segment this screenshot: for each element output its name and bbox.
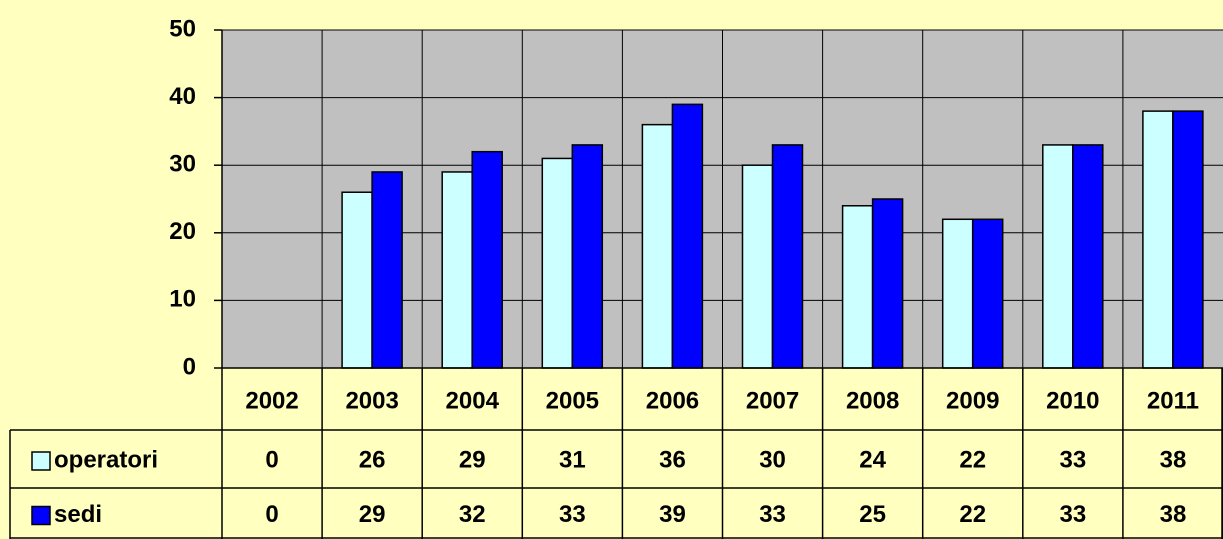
bar — [771, 144, 804, 369]
table-value: 29 — [359, 501, 386, 528]
table-value: 38 — [1160, 501, 1187, 528]
table-value: 26 — [359, 446, 386, 473]
y-tick-label: 10 — [169, 286, 196, 313]
bar — [671, 103, 704, 369]
bar — [841, 205, 874, 369]
y-tick-label: 20 — [169, 218, 196, 245]
x-tick-label: 2004 — [446, 387, 500, 414]
y-tick-label: 50 — [169, 15, 196, 42]
table-value: 0 — [265, 446, 278, 473]
bar — [971, 218, 1004, 369]
legend-label: sedi — [54, 501, 102, 528]
legend-key — [31, 505, 51, 526]
y-tick-label: 40 — [169, 83, 196, 110]
x-tick-label: 2005 — [546, 387, 599, 414]
bar — [471, 150, 503, 369]
bar — [871, 198, 904, 369]
bar — [1172, 110, 1204, 369]
table-value: 33 — [1059, 501, 1086, 528]
bar — [741, 164, 774, 369]
table-value: 33 — [759, 501, 786, 528]
table-value: 36 — [659, 446, 686, 473]
table-value: 32 — [459, 501, 486, 528]
table-value: 24 — [859, 446, 886, 473]
x-tick-label: 2009 — [946, 387, 999, 414]
bar — [641, 123, 674, 369]
x-tick-label: 2003 — [345, 387, 398, 414]
table-value: 29 — [459, 446, 486, 473]
bar — [541, 157, 574, 369]
x-tick-label: 2011 — [1147, 387, 1199, 414]
bar — [341, 191, 373, 369]
table-value: 39 — [659, 501, 686, 528]
x-tick-label: 2007 — [746, 387, 799, 414]
bar — [571, 144, 604, 369]
table-value: 30 — [759, 446, 786, 473]
legend-key — [31, 451, 51, 471]
y-tick-label: 0 — [183, 353, 196, 380]
table-value: 33 — [559, 501, 586, 528]
bar — [1042, 144, 1074, 369]
bar — [441, 171, 473, 369]
x-tick-label: 2002 — [245, 387, 298, 414]
bar — [371, 171, 403, 369]
x-tick-label: 2008 — [846, 387, 899, 414]
bar — [1142, 110, 1174, 369]
x-tick-label: 2010 — [1046, 387, 1099, 414]
legend-label: operatori — [54, 446, 158, 473]
table-value: 25 — [859, 501, 886, 528]
table-value: 22 — [959, 446, 986, 473]
bar — [941, 218, 974, 369]
table-value: 0 — [265, 501, 278, 528]
bar — [1072, 144, 1104, 369]
table-value: 33 — [1059, 446, 1086, 473]
y-tick-label: 30 — [169, 151, 196, 178]
x-tick-label: 2006 — [646, 387, 699, 414]
table-value: 22 — [959, 501, 986, 528]
table-value: 38 — [1160, 446, 1187, 473]
table-value: 31 — [559, 446, 586, 473]
